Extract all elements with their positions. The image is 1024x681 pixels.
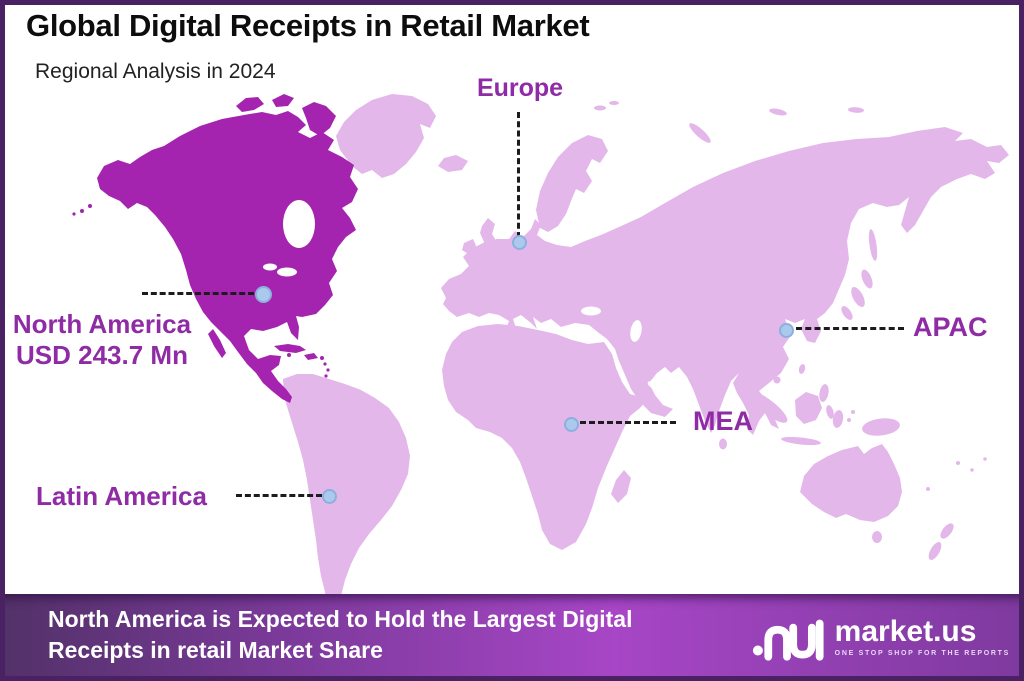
leader-line-latin-america	[236, 494, 322, 497]
region-label-europe: Europe	[476, 74, 564, 102]
region-value-north-america: USD 243.7 Mn	[16, 340, 188, 370]
marker-dot-latin-america	[322, 489, 337, 504]
brand-tagline: ONE STOP SHOP FOR THE REPORTS	[834, 650, 1010, 657]
leader-line-apac	[796, 327, 904, 330]
marker-dot-apac	[779, 323, 794, 338]
marker-dot-mea	[564, 417, 579, 432]
landmass-north-america-highlighted	[72, 94, 358, 403]
region-label-north-america: North America USD 243.7 Mn	[2, 309, 202, 371]
landmass-southeast-asia-islands	[748, 384, 900, 446]
brand-block: market.us ONE STOP SHOP FOR THE REPORTS	[751, 610, 1010, 664]
leader-line-europe	[517, 112, 520, 238]
market-us-logo-icon	[752, 619, 824, 661]
page-title: Global Digital Receipts in Retail Market	[26, 8, 590, 43]
region-label-mea: MEA	[693, 406, 753, 436]
landmass-europe	[462, 101, 619, 261]
leader-line-mea	[580, 421, 676, 424]
marker-dot-europe	[512, 235, 527, 250]
footer-headline: North America is Expected to Hold the La…	[48, 606, 633, 663]
page-subtitle: Regional Analysis in 2024	[35, 60, 276, 83]
brand-text: market.us ONE STOP SHOP FOR THE REPORTS	[834, 615, 1010, 658]
landmass-australia-oceania	[800, 444, 987, 560]
brand-name: market.us	[834, 615, 977, 648]
footer-banner: North America is Expected to Hold the La…	[0, 594, 1024, 681]
leader-line-north-america	[142, 292, 254, 295]
landmass-greenland	[336, 94, 468, 178]
region-label-apac: APAC	[913, 312, 988, 342]
inland-seas	[263, 200, 663, 391]
landmass-africa	[442, 324, 652, 550]
marker-dot-north-america	[255, 286, 272, 303]
region-label-latin-america: Latin America	[36, 481, 207, 511]
landmass-eurasia	[441, 107, 1009, 450]
region-label-north-america-name: North America	[12, 309, 192, 339]
